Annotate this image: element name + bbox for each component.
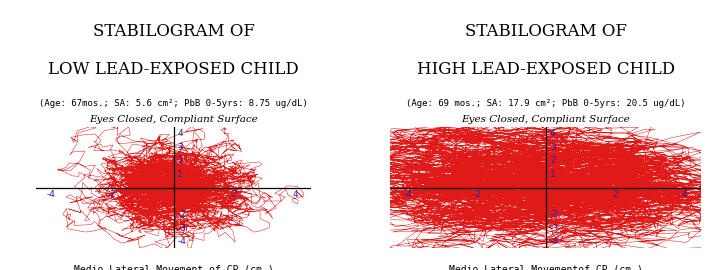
Text: (Age: 69 mos.; SA: 17.9 cm²; PbB 0-5yrs: 20.5 ug/dL): (Age: 69 mos.; SA: 17.9 cm²; PbB 0-5yrs:…	[406, 99, 685, 108]
Text: 4: 4	[550, 129, 556, 138]
Text: -3: -3	[550, 224, 559, 233]
Text: -2: -2	[472, 190, 482, 199]
Text: HIGH LEAD-EXPOSED CHILD: HIGH LEAD-EXPOSED CHILD	[416, 61, 675, 78]
Text: 3: 3	[177, 143, 183, 152]
Text: -2: -2	[550, 210, 559, 219]
Text: -4: -4	[550, 237, 559, 246]
Text: 4: 4	[177, 129, 183, 138]
Text: -3: -3	[177, 224, 187, 233]
Text: 1: 1	[550, 170, 556, 179]
Text: -4: -4	[47, 190, 56, 199]
Text: STABILOGRAM OF: STABILOGRAM OF	[93, 23, 254, 40]
Text: Eyes Closed, Compliant Surface: Eyes Closed, Compliant Surface	[89, 115, 258, 124]
Text: Medio-Lateral Movement of CP (cm ): Medio-Lateral Movement of CP (cm )	[74, 265, 273, 270]
Text: 2: 2	[232, 190, 237, 199]
Text: STABILOGRAM OF: STABILOGRAM OF	[465, 23, 627, 40]
Text: -4: -4	[403, 190, 412, 199]
Text: Medio-Lateral Movementof CP (cm ): Medio-Lateral Movementof CP (cm )	[449, 265, 643, 270]
Text: 2: 2	[550, 156, 556, 165]
Text: 4: 4	[681, 190, 687, 199]
Text: -2: -2	[108, 190, 117, 199]
Text: 4: 4	[293, 190, 299, 199]
Text: LOW LEAD-EXPOSED CHILD: LOW LEAD-EXPOSED CHILD	[48, 61, 299, 78]
Text: 3: 3	[550, 143, 556, 152]
Text: 2: 2	[177, 156, 183, 165]
Text: -4: -4	[177, 237, 186, 246]
Text: (Age: 67mos.; SA: 5.6 cm²; PbB 0-5yrs: 8.75 ug/dL): (Age: 67mos.; SA: 5.6 cm²; PbB 0-5yrs: 8…	[39, 99, 308, 108]
Text: Eyes Closed, Compliant Surface: Eyes Closed, Compliant Surface	[461, 115, 630, 124]
Text: -2: -2	[177, 210, 186, 219]
Text: 1: 1	[177, 170, 183, 179]
Text: 2: 2	[612, 190, 617, 199]
